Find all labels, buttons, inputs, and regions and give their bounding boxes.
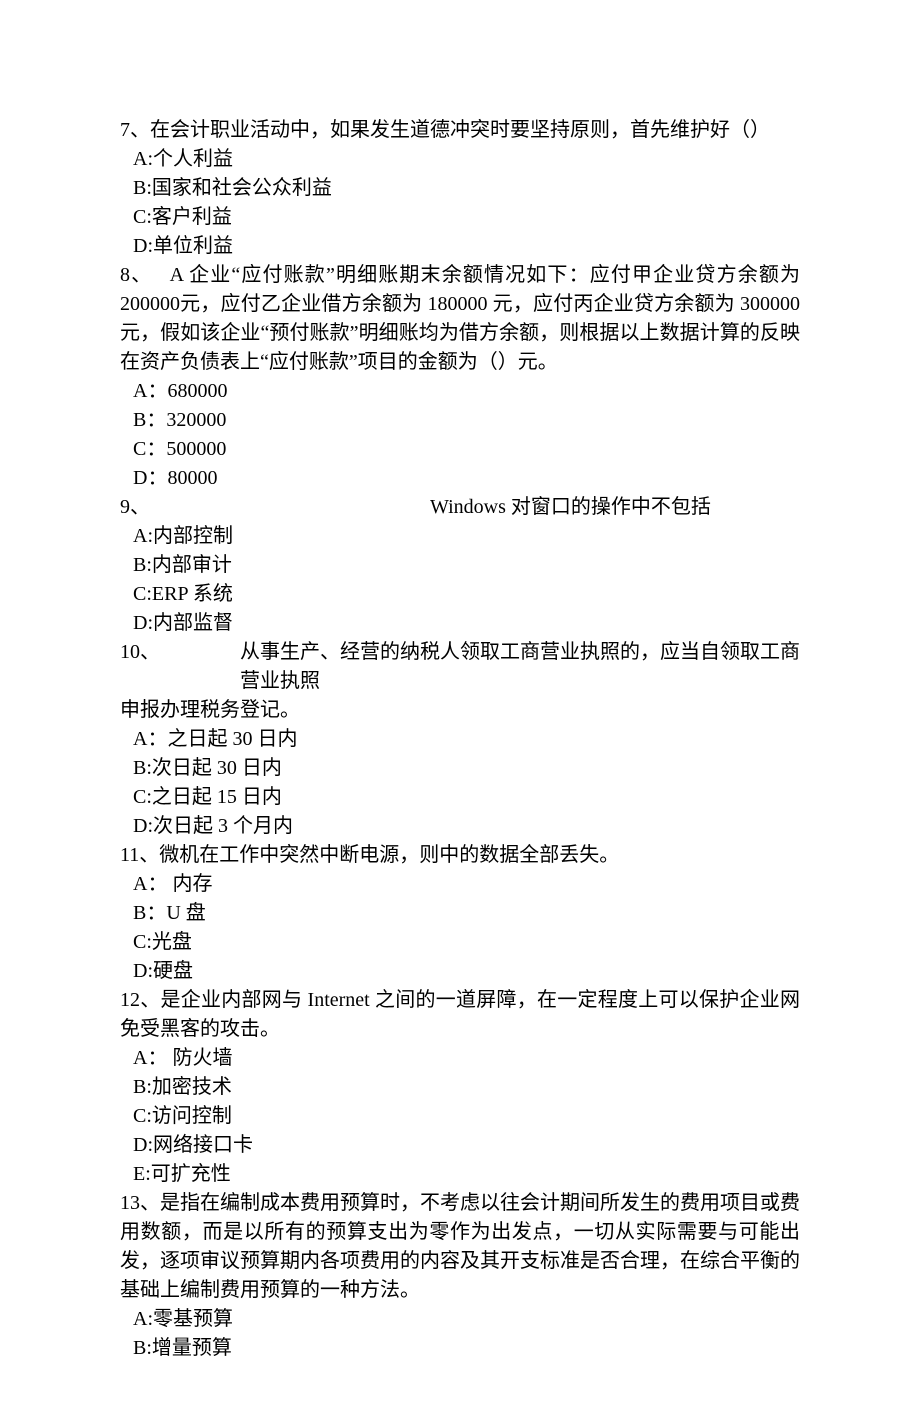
option-c: C：500000	[120, 435, 800, 464]
question-stem: 8、 A 企业“应付账款”明细账期末余额情况如下：应付甲企业贷方余额为 2000…	[120, 261, 800, 377]
question-text: 从事生产、经营的纳税人领取工商营业执照的，应当自领取工商营业执照	[240, 638, 800, 696]
option-c: C:访问控制	[120, 1102, 800, 1131]
blank-gap	[150, 493, 430, 522]
option-c: C:光盘	[120, 928, 800, 957]
option-d: D:单位利益	[120, 232, 800, 261]
question-text: 微机在工作中突然中断电源，则中的数据全部丢失。	[159, 844, 619, 866]
option-a: A： 内存	[120, 870, 800, 899]
question-stem: 10、 从事生产、经营的纳税人领取工商营业执照的，应当自领取工商营业执照	[120, 638, 800, 696]
question-text: 是指在编制成本费用预算时，不考虑以往会计期间所发生的费用项目或费用数额，而是以所…	[120, 1192, 800, 1301]
question-number: 7、	[120, 119, 150, 141]
option-a: A:零基预算	[120, 1305, 800, 1334]
question-stem: 7、在会计职业活动中，如果发生道德冲突时要坚持原则，首先维护好（）	[120, 116, 800, 145]
option-b: B:增量预算	[120, 1334, 800, 1363]
question-number: 12、	[120, 989, 161, 1011]
option-b: B:加密技术	[120, 1073, 800, 1102]
option-a: A:内部控制	[120, 522, 800, 551]
question-stem: 13、是指在编制成本费用预算时，不考虑以往会计期间所发生的费用项目或费用数额，而…	[120, 1189, 800, 1305]
option-d: D:网络接口卡	[120, 1131, 800, 1160]
option-c: C:之日起 15 日内	[120, 783, 800, 812]
option-c: C:客户利益	[120, 203, 800, 232]
question-number: 8、	[120, 264, 142, 286]
question-number: 9、	[120, 493, 150, 522]
option-d: D:硬盘	[120, 957, 800, 986]
question-stem: 11、微机在工作中突然中断电源，则中的数据全部丢失。	[120, 841, 800, 870]
option-b: B:国家和社会公众利益	[120, 174, 800, 203]
option-b: B：U 盘	[120, 899, 800, 928]
option-d: D:内部监督	[120, 609, 800, 638]
question-stem-cont: 申报办理税务登记。	[120, 696, 800, 725]
question-number: 13、	[120, 1192, 160, 1214]
option-b: B：320000	[120, 406, 800, 435]
question-stem: 9、 Windows 对窗口的操作中不包括	[120, 493, 800, 522]
question-text: Windows 对窗口的操作中不包括	[430, 493, 711, 522]
option-c: C:ERP 系统	[120, 580, 800, 609]
question-text: 是企业内部网与 Internet 之间的一道屏障，在一定程度上可以保护企业网免受…	[120, 989, 800, 1040]
option-b: B:内部审计	[120, 551, 800, 580]
option-a: A:个人利益	[120, 145, 800, 174]
question-number: 10、	[120, 638, 240, 696]
document-page: 7、在会计职业活动中，如果发生道德冲突时要坚持原则，首先维护好（） A:个人利益…	[0, 0, 920, 1423]
question-text: A 企业“应付账款”明细账期末余额情况如下：应付甲企业贷方余额为 200000元…	[120, 264, 800, 373]
option-d: D:次日起 3 个月内	[120, 812, 800, 841]
option-a: A：之日起 30 日内	[120, 725, 800, 754]
option-a: A：680000	[120, 377, 800, 406]
option-a: A： 防火墙	[120, 1044, 800, 1073]
question-stem: 12、是企业内部网与 Internet 之间的一道屏障，在一定程度上可以保护企业…	[120, 986, 800, 1044]
question-text: 在会计职业活动中，如果发生道德冲突时要坚持原则，首先维护好（）	[150, 119, 770, 141]
option-d: D：80000	[120, 464, 800, 493]
option-e: E:可扩充性	[120, 1160, 800, 1189]
question-number: 11、	[120, 844, 159, 866]
option-b: B:次日起 30 日内	[120, 754, 800, 783]
